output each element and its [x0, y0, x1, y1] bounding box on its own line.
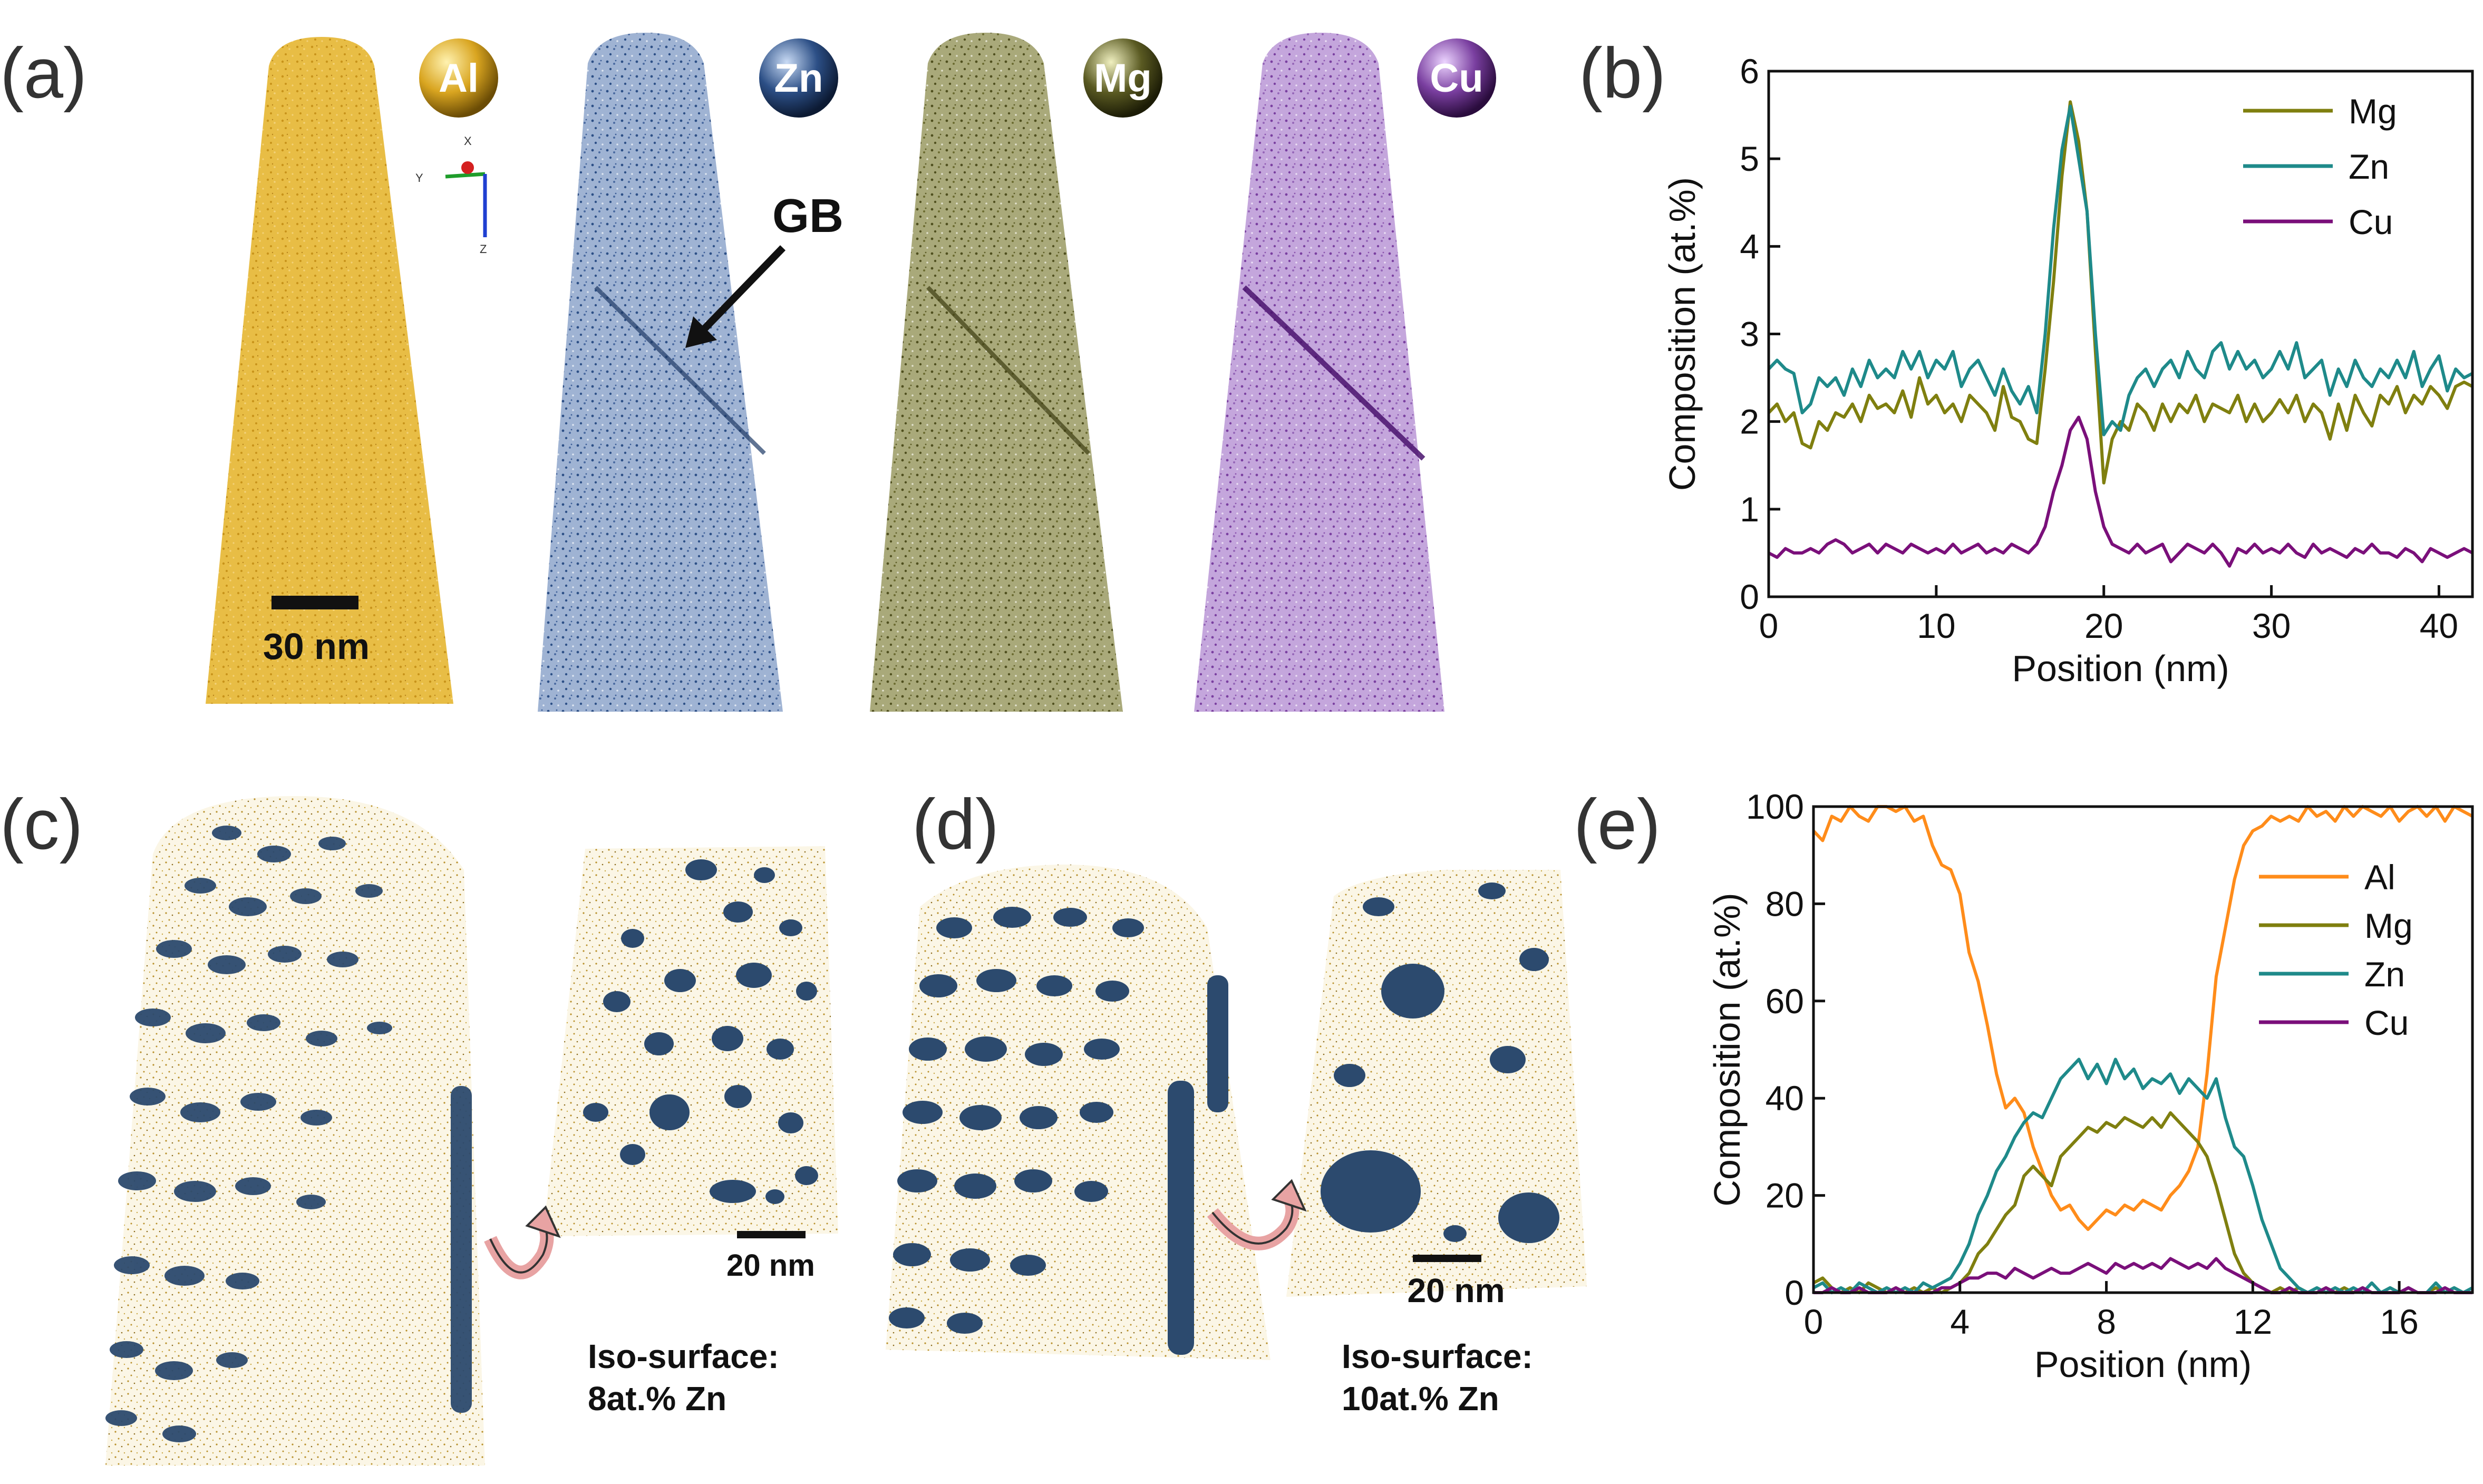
x-tick-label: 10	[1917, 606, 1955, 645]
cu-sphere-icon	[1417, 38, 1496, 118]
iso-caption-line2: 10at.% Zn	[1342, 1380, 1499, 1418]
element-label: Zn	[774, 56, 823, 101]
series-line-mg	[1767, 100, 2474, 484]
x-tick-label: 8	[2097, 1302, 2116, 1341]
chart-b: 0 10 20 30 40 0 1 2 3 4 5 6 Position (nm) Composition…	[1662, 52, 2474, 689]
iso-surface-tip-d	[886, 865, 1270, 1360]
legend-label-cu: Cu	[2349, 202, 2393, 241]
y-tick-label: 60	[1766, 982, 1804, 1021]
element-badge-mg: Mg	[1083, 38, 1162, 118]
y-tick-label: 2	[1740, 402, 1759, 441]
y-tick-label: 100	[1746, 787, 1804, 826]
chart-e: 0 4 8 12 16 0 20 40 60 80 100 Position (nm) Composit…	[1706, 787, 2474, 1385]
element-label: Al	[439, 56, 479, 101]
panel-label-a: (a)	[0, 33, 87, 113]
y-tick-label: 0	[1740, 577, 1759, 616]
iso-caption-c: Iso-surface: 8at.% Zn	[588, 1337, 779, 1418]
y-tick-label: 1	[1740, 490, 1759, 529]
iso-surface-zoom-d	[1286, 870, 1587, 1297]
rotation-arrow-d-icon	[1207, 1179, 1307, 1250]
iso-caption-line1: Iso-surface:	[588, 1337, 779, 1375]
axes-triad-icon: X Y Z	[415, 134, 487, 256]
legend-label-cu: Cu	[2364, 1003, 2409, 1042]
y-tick-label: 5	[1740, 139, 1759, 178]
panel-label-d: (d)	[912, 784, 999, 864]
series-line-cu	[1768, 415, 2474, 568]
gb-annotation: GB	[685, 190, 843, 348]
y-tick-label: 4	[1740, 227, 1759, 266]
al-sphere-icon	[419, 38, 498, 118]
y-tick-label: 40	[1766, 1079, 1804, 1118]
x-tick-label: 40	[2420, 606, 2458, 645]
y-tick-label: 20	[1766, 1176, 1804, 1215]
y-axis-title: Composition (at.%)	[1662, 177, 1703, 491]
scale-bar-label: 30 nm	[263, 626, 370, 667]
iso-surface-tip-c	[105, 796, 485, 1466]
element-badge-cu: Cu	[1417, 38, 1496, 118]
legend-label-al: Al	[2364, 858, 2395, 897]
axis-y-label: Y	[415, 171, 423, 185]
series-line-zn	[1767, 104, 2474, 437]
zn-sphere-icon	[759, 38, 838, 118]
plot-frame	[1812, 805, 2474, 1294]
x-axis-title: Position (nm)	[2034, 1344, 2252, 1385]
legend-label-zn: Zn	[2349, 147, 2389, 186]
legend-label-zn: Zn	[2364, 955, 2405, 994]
axis-x-label: X	[464, 134, 472, 148]
series-line-zn	[1812, 1058, 2474, 1294]
x-tick-label: 0	[1759, 606, 1779, 645]
x-axis-title: Position (nm)	[2012, 648, 2229, 689]
x-tick-label: 0	[1804, 1302, 1824, 1341]
x-tick-label: 12	[2234, 1302, 2272, 1341]
element-label: Cu	[1430, 56, 1483, 101]
iso-caption-d: Iso-surface: 10at.% Zn	[1342, 1337, 1533, 1418]
rotation-arrow-c-icon	[484, 1205, 561, 1279]
x-tick-label: 16	[2380, 1302, 2418, 1341]
legend-label-mg: Mg	[2349, 92, 2397, 131]
element-badge-al: Al	[419, 38, 498, 118]
tip-cu	[1194, 33, 1444, 712]
scale-bar-d: 20 nm	[1408, 1255, 1505, 1310]
x-tick-label: 20	[2084, 606, 2123, 645]
y-axis-title: Composition (at.%)	[1706, 893, 1748, 1206]
element-badge-zn: Zn	[759, 38, 838, 118]
y-tick-label: 6	[1740, 52, 1759, 91]
tip-al	[206, 37, 453, 704]
gb-label: GB	[772, 190, 843, 243]
scale-bar-a: 30 nm	[263, 596, 370, 667]
iso-surface-zoom-c	[543, 846, 838, 1236]
scale-bar-c: 20 nm	[726, 1231, 815, 1283]
legend-label-mg: Mg	[2364, 906, 2413, 945]
element-label: Mg	[1094, 56, 1152, 101]
scale-bar-label: 20 nm	[1408, 1272, 1505, 1310]
x-tick-label: 4	[1950, 1302, 1970, 1341]
panel-label-b: (b)	[1579, 33, 1666, 113]
gb-arrow-icon	[698, 245, 786, 335]
mg-sphere-icon	[1083, 38, 1162, 118]
series-line-mg	[1812, 1111, 2472, 1294]
iso-caption-line2: 8at.% Zn	[588, 1380, 726, 1418]
y-tick-label: 3	[1740, 315, 1759, 354]
scale-bar-label: 20 nm	[726, 1248, 815, 1283]
panel-label-e: (e)	[1574, 784, 1661, 864]
tip-mg	[870, 33, 1123, 712]
y-tick-label: 0	[1784, 1273, 1804, 1312]
panel-label-c: (c)	[0, 784, 83, 864]
iso-caption-line1: Iso-surface:	[1342, 1337, 1533, 1375]
axis-z-label: Z	[480, 243, 487, 256]
x-tick-label: 30	[2252, 606, 2291, 645]
y-tick-label: 80	[1766, 884, 1804, 923]
tip-zn	[538, 33, 783, 712]
